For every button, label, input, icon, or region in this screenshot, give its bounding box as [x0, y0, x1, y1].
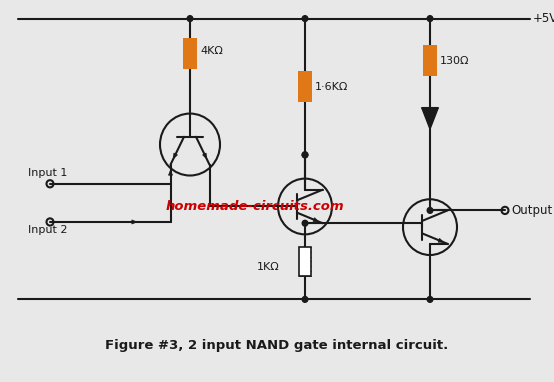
Text: 1·6KΩ: 1·6KΩ	[315, 82, 348, 92]
Bar	[423, 45, 437, 76]
Text: Figure #3, 2 input NAND gate internal circuit.: Figure #3, 2 input NAND gate internal ci…	[105, 339, 449, 352]
Polygon shape	[422, 108, 438, 129]
Circle shape	[187, 16, 193, 21]
Text: +5V: +5V	[533, 12, 554, 25]
Polygon shape	[313, 218, 319, 222]
Text: homemade-circuits.com: homemade-circuits.com	[166, 200, 345, 213]
Circle shape	[427, 296, 433, 302]
Polygon shape	[438, 238, 443, 242]
Text: 130Ω: 130Ω	[440, 56, 469, 66]
Text: Input 2: Input 2	[28, 225, 68, 235]
Circle shape	[302, 16, 308, 21]
Polygon shape	[132, 220, 137, 224]
Bar	[183, 38, 197, 69]
Circle shape	[302, 152, 308, 158]
Text: Output: Output	[511, 204, 552, 217]
Circle shape	[302, 220, 308, 226]
Polygon shape	[203, 153, 207, 159]
Polygon shape	[173, 153, 177, 159]
Circle shape	[427, 16, 433, 21]
Polygon shape	[168, 170, 172, 175]
Bar	[299, 247, 311, 276]
Text: Input 1: Input 1	[28, 168, 68, 178]
Circle shape	[427, 207, 433, 213]
Bar	[298, 71, 312, 102]
Circle shape	[302, 152, 308, 158]
Circle shape	[302, 296, 308, 302]
Text: 1KΩ: 1KΩ	[257, 262, 280, 272]
Text: 4KΩ: 4KΩ	[200, 46, 223, 56]
